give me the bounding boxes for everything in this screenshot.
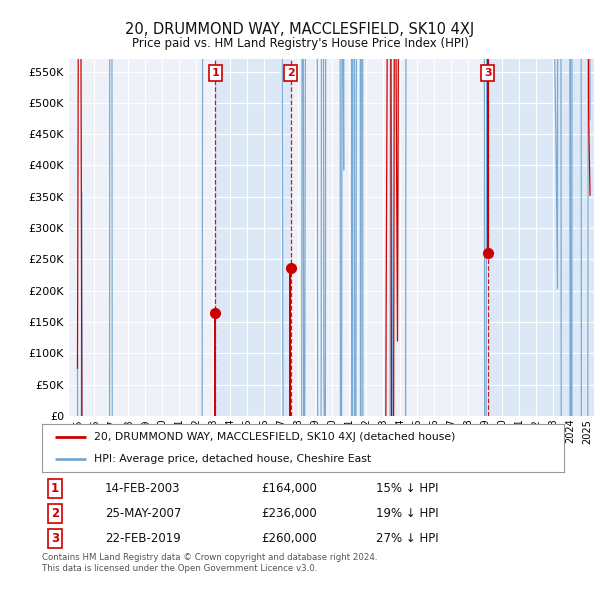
Text: 1: 1: [212, 68, 220, 78]
Text: 25-MAY-2007: 25-MAY-2007: [104, 507, 181, 520]
Text: 14-FEB-2003: 14-FEB-2003: [104, 481, 180, 495]
Text: 20, DRUMMOND WAY, MACCLESFIELD, SK10 4XJ: 20, DRUMMOND WAY, MACCLESFIELD, SK10 4XJ: [125, 22, 475, 37]
Bar: [215, 59, 290, 416]
Text: 3: 3: [51, 532, 59, 545]
Text: 22-FEB-2019: 22-FEB-2019: [104, 532, 181, 545]
Text: Price paid vs. HM Land Registry's House Price Index (HPI): Price paid vs. HM Land Registry's House …: [131, 37, 469, 50]
Text: £260,000: £260,000: [261, 532, 317, 545]
Text: 20, DRUMMOND WAY, MACCLESFIELD, SK10 4XJ (detached house): 20, DRUMMOND WAY, MACCLESFIELD, SK10 4XJ…: [94, 432, 455, 442]
Text: 3: 3: [484, 68, 491, 78]
Text: HPI: Average price, detached house, Cheshire East: HPI: Average price, detached house, Ches…: [94, 454, 371, 464]
Text: 27% ↓ HPI: 27% ↓ HPI: [376, 532, 439, 545]
Text: 19% ↓ HPI: 19% ↓ HPI: [376, 507, 439, 520]
Text: £236,000: £236,000: [261, 507, 317, 520]
Text: 2: 2: [287, 68, 295, 78]
Text: Contains HM Land Registry data © Crown copyright and database right 2024.
This d: Contains HM Land Registry data © Crown c…: [42, 553, 377, 573]
Text: 1: 1: [51, 481, 59, 495]
Text: £164,000: £164,000: [261, 481, 317, 495]
Text: 15% ↓ HPI: 15% ↓ HPI: [376, 481, 439, 495]
Text: 2: 2: [51, 507, 59, 520]
Bar: [488, 59, 594, 416]
